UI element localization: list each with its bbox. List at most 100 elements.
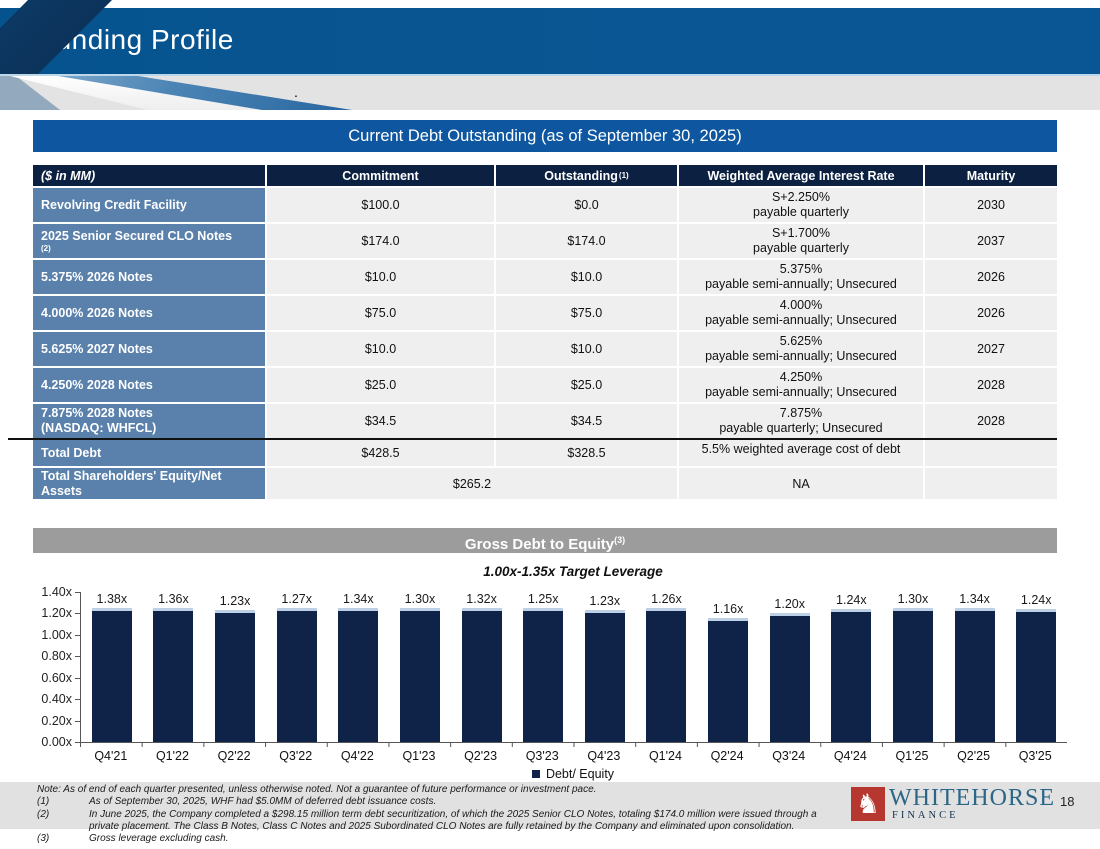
table-row: 7.875% 2028 Notes (NASDAQ: WHFCL) $34.5 $34… bbox=[33, 404, 1057, 438]
chart-title-text: Gross Debt to Equity bbox=[464, 536, 615, 553]
bar bbox=[892, 608, 933, 742]
x-axis-category-label: Q4'21 bbox=[94, 749, 128, 763]
x-axis-category-label: Q2'24 bbox=[710, 749, 744, 763]
y-axis-tick-label: 1.40x bbox=[28, 585, 80, 599]
total-debt-row: Total Debt $428.5 $328.5 5.5% weighted aver… bbox=[33, 440, 1057, 466]
column-header: Outstanding (1) bbox=[496, 165, 677, 186]
x-axis-category-label: Q1'23 bbox=[402, 749, 436, 763]
equity-value-cell: $265.2 bbox=[267, 468, 677, 499]
y-axis-tick-label: 0.80x bbox=[28, 649, 80, 663]
maturity-cell bbox=[925, 440, 1057, 466]
column-header: Weighted Average Interest Rate bbox=[679, 165, 923, 186]
rate-cell: S+1.700% payable quarterly bbox=[679, 224, 923, 258]
outstanding-cell: $174.0 bbox=[496, 224, 677, 258]
logo-brand-text: WHITEHORSE bbox=[889, 785, 1055, 811]
bar-slot: 1.23x bbox=[574, 592, 636, 742]
x-axis-category-label: Q2'22 bbox=[217, 749, 251, 763]
bar-value-label: 1.30x bbox=[404, 592, 436, 606]
row-label: 5.625% 2027 Notes bbox=[33, 332, 265, 366]
rate-cell: S+2.250% payable quarterly bbox=[679, 188, 923, 222]
x-axis-category-label: Q4'24 bbox=[833, 749, 867, 763]
bar-value-label: 1.34x bbox=[343, 592, 374, 606]
footnote: (3) Gross leverage excluding cash. bbox=[37, 833, 837, 845]
bar-slot: 1.32x bbox=[451, 592, 513, 742]
table-row: 4.000% 2026 Notes $75.0 $75.0 4.000% payable… bbox=[33, 296, 1057, 330]
bar bbox=[399, 608, 440, 742]
maturity-cell: 2026 bbox=[925, 296, 1057, 330]
bar-slot: 1.16x bbox=[697, 592, 759, 742]
x-axis-category-label: Q4'22 bbox=[340, 749, 374, 763]
table-header-row: ($ in MM) Commitment Outstanding (1) Weighte… bbox=[33, 165, 1057, 186]
row-label: 2025 Senior Secured CLO Notes (2) bbox=[33, 224, 265, 258]
bar bbox=[276, 608, 317, 742]
x-axis-category-label: Q3'25 bbox=[1018, 749, 1052, 763]
bar-value-label: 1.20x bbox=[774, 597, 805, 612]
bar-value-label: 1.23x bbox=[219, 594, 251, 609]
column-header: ($ in MM) bbox=[33, 165, 265, 186]
row-label: Total Shareholders' Equity/Net Assets bbox=[33, 468, 265, 499]
footnote-general: Note: As of end of each quarter presente… bbox=[37, 784, 597, 795]
x-axis-category-label: Q3'23 bbox=[525, 749, 559, 763]
header-accent-line bbox=[0, 74, 1100, 76]
column-header: Commitment bbox=[267, 165, 494, 186]
footnote: (1) As of September 30, 2025, WHF had $5.… bbox=[37, 796, 837, 808]
chart-x-axis: Q4'21 Q1'22 Q2'22 Q3'22 Q4'22 Q1'23 Q2'23 Q3'23… bbox=[80, 749, 1066, 763]
maturity-cell: 2030 bbox=[925, 188, 1057, 222]
outstanding-cell: $75.0 bbox=[496, 296, 677, 330]
x-axis-category-label: Q3'24 bbox=[772, 749, 806, 763]
rate-cell: NA bbox=[679, 468, 923, 499]
commitment-cell: $10.0 bbox=[267, 332, 494, 366]
chart-title: Gross Debt to Equity(3) bbox=[33, 528, 1057, 553]
bar bbox=[708, 617, 749, 742]
bar bbox=[461, 608, 502, 742]
maturity-cell: 2037 bbox=[925, 224, 1057, 258]
bar-value-label: 1.24x bbox=[836, 593, 867, 608]
bar-slot: 1.24x bbox=[1005, 592, 1067, 742]
bar-slot: 1.34x bbox=[328, 592, 390, 742]
bar bbox=[153, 608, 194, 742]
maturity-cell: 2028 bbox=[925, 368, 1057, 402]
debt-table: ($ in MM) Commitment Outstanding (1) Weighte… bbox=[33, 165, 1057, 499]
bar-value-label: 1.30x bbox=[897, 592, 929, 606]
y-axis-tick-label: 1.20x bbox=[28, 606, 80, 620]
footnotes: Note: As of end of each quarter presente… bbox=[37, 784, 837, 845]
bar bbox=[769, 613, 810, 742]
x-axis-category-label: Q3'22 bbox=[279, 749, 313, 763]
rate-cell: 4.250% payable semi-annually; Unsecured bbox=[679, 368, 923, 402]
bar-slot: 1.23x bbox=[204, 592, 266, 742]
rate-cell: 4.000% payable semi-annually; Unsecured bbox=[679, 296, 923, 330]
bar bbox=[831, 609, 872, 742]
outstanding-cell: $328.5 bbox=[496, 440, 677, 466]
bar-slot: 1.34x bbox=[944, 592, 1006, 742]
bar-slot: 1.36x bbox=[143, 592, 205, 742]
table-row: 5.625% 2027 Notes $10.0 $10.0 5.625% payable… bbox=[33, 332, 1057, 366]
y-axis-tick-label: 1.00x bbox=[28, 628, 80, 642]
table-row: 2025 Senior Secured CLO Notes (2) $174.0 $1… bbox=[33, 224, 1057, 258]
table-row: 5.375% 2026 Notes $10.0 $10.0 5.375% payable… bbox=[33, 260, 1057, 294]
maturity-cell: 2027 bbox=[925, 332, 1057, 366]
outstanding-cell: $0.0 bbox=[496, 188, 677, 222]
bar-value-label: 1.16x bbox=[712, 601, 744, 616]
bar-value-label: 1.38x bbox=[96, 592, 128, 606]
row-label: 4.000% 2026 Notes bbox=[33, 296, 265, 330]
bar-value-label: 1.26x bbox=[651, 592, 682, 606]
bar bbox=[523, 608, 564, 742]
bar-slot: 1.30x bbox=[882, 592, 944, 742]
bar-slot: 1.25x bbox=[512, 592, 574, 742]
chart-title-footnote-ref: (3) bbox=[614, 535, 626, 545]
y-axis-tick-label: 0.40x bbox=[28, 692, 80, 706]
commitment-cell: $25.0 bbox=[267, 368, 494, 402]
rate-cell: 5.625% payable semi-annually; Unsecured bbox=[679, 332, 923, 366]
y-axis-tick-label: 0.20x bbox=[28, 714, 80, 728]
footnote-text: In June 2025, the Company completed a $2… bbox=[89, 808, 817, 832]
row-label: 5.375% 2026 Notes bbox=[33, 260, 265, 294]
title-bar: Funding Profile bbox=[0, 8, 1100, 74]
bar-slot: 1.27x bbox=[266, 592, 328, 742]
row-label: 4.250% 2028 Notes bbox=[33, 368, 265, 402]
x-axis-category-label: Q1'25 bbox=[895, 749, 929, 763]
column-header: Maturity bbox=[925, 165, 1057, 186]
footnote-text: As of September 30, 2025, WHF had $5.0MM… bbox=[89, 796, 437, 808]
footnote-number: (2) bbox=[37, 808, 50, 820]
row-label: 7.875% 2028 Notes (NASDAQ: WHFCL) bbox=[33, 404, 265, 438]
